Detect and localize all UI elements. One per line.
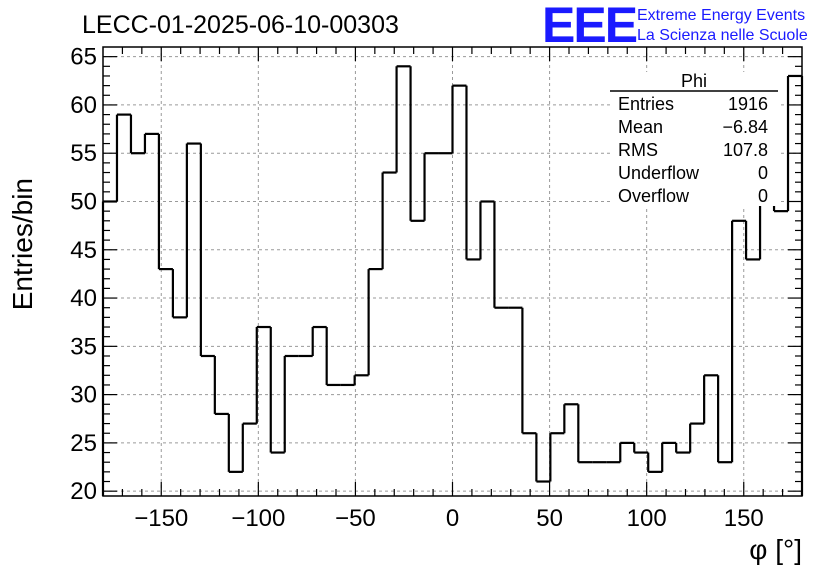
histogram-bin bbox=[213, 355, 229, 416]
y-tick-label: 60 bbox=[70, 92, 97, 119]
histogram-bin bbox=[619, 441, 635, 463]
y-tick-label: 50 bbox=[70, 188, 97, 215]
histogram-bin bbox=[549, 432, 565, 482]
stats-row-label: Mean bbox=[618, 117, 663, 137]
chart-title: LECC-01-2025-06-10-00303 bbox=[82, 11, 399, 39]
histogram-bin bbox=[171, 269, 187, 319]
histogram-bin bbox=[325, 327, 341, 387]
histogram-bin bbox=[717, 375, 733, 464]
histogram-bin bbox=[199, 143, 215, 358]
histogram-bin bbox=[465, 85, 481, 261]
histogram-bin bbox=[647, 452, 663, 473]
x-tick-label: −100 bbox=[231, 505, 285, 532]
histogram-bin bbox=[241, 422, 257, 472]
histogram-bin bbox=[535, 433, 551, 483]
histogram-bin bbox=[633, 442, 649, 454]
eee-tagline-1: Extreme Energy Events bbox=[637, 7, 805, 24]
histogram-bin bbox=[143, 132, 159, 154]
y-tick-label: 40 bbox=[70, 285, 97, 312]
histogram-bin bbox=[129, 114, 145, 155]
histogram-bin bbox=[563, 403, 579, 434]
histogram-bin bbox=[423, 152, 439, 221]
stats-row-value: 107.8 bbox=[723, 140, 768, 160]
stats-row-value: −6.84 bbox=[722, 117, 768, 137]
histogram-bin bbox=[227, 413, 243, 473]
histogram-bin bbox=[675, 442, 691, 454]
histogram-bin bbox=[185, 142, 201, 318]
histogram-bin bbox=[493, 201, 509, 309]
x-tick-label: −50 bbox=[335, 505, 376, 532]
y-tick-labels: 20 25 30 35 40 45 50 55 60 65 bbox=[70, 44, 97, 506]
histogram-bin bbox=[353, 374, 369, 385]
histogram-bin bbox=[367, 267, 383, 376]
axis-ticks bbox=[103, 47, 802, 496]
y-tick-label: 65 bbox=[70, 44, 97, 71]
x-tick-label: 50 bbox=[536, 505, 563, 532]
y-tick-label: 30 bbox=[70, 382, 97, 409]
x-axis-label: φ [°] bbox=[749, 534, 802, 565]
histogram-bin bbox=[381, 171, 397, 270]
y-tick-label: 55 bbox=[70, 140, 97, 167]
plot-frame bbox=[102, 46, 803, 497]
y-tick-label: 35 bbox=[70, 333, 97, 360]
eee-logo: EEE bbox=[542, 0, 637, 53]
histogram-bin bbox=[395, 65, 411, 173]
stats-box-title: Phi bbox=[681, 71, 707, 91]
eee-tagline-2: La Scienza nelle Scuole bbox=[637, 27, 808, 44]
histogram-bin bbox=[451, 84, 467, 154]
histogram-bin bbox=[101, 200, 117, 496]
histogram-bin bbox=[521, 307, 537, 435]
histogram-bin bbox=[661, 441, 677, 472]
y-tick-label: 45 bbox=[70, 237, 97, 264]
x-tick-label: 0 bbox=[446, 505, 459, 532]
histogram-bin bbox=[157, 133, 173, 271]
histogram-bin bbox=[689, 422, 705, 453]
x-tick-label: 150 bbox=[724, 505, 764, 532]
histogram-bin bbox=[479, 200, 495, 260]
histogram-bin bbox=[409, 66, 425, 222]
histogram-bin bbox=[311, 325, 327, 356]
histogram-bin bbox=[703, 374, 719, 424]
stats-box: Phi Entries 1916 Mean −6.84 RMS 107.8 Underflo… bbox=[610, 71, 778, 206]
y-tick-label: 25 bbox=[70, 430, 97, 457]
histogram-bin bbox=[115, 113, 131, 202]
stats-row-value: 0 bbox=[758, 186, 768, 206]
stats-row-label: Underflow bbox=[618, 163, 700, 183]
y-axis-label: Entries/bin bbox=[7, 178, 38, 310]
stats-row-label: Overflow bbox=[618, 186, 690, 206]
x-tick-label: −150 bbox=[134, 505, 188, 532]
histogram-bin bbox=[255, 325, 271, 424]
histogram-bin bbox=[577, 404, 593, 464]
stats-row-value: 1916 bbox=[728, 94, 768, 114]
stats-row-value: 0 bbox=[758, 163, 768, 183]
histogram-bin bbox=[269, 327, 285, 454]
x-tick-labels: −150 −100 −50 0 50 100 150 bbox=[134, 505, 764, 532]
stats-box-background bbox=[610, 72, 778, 206]
stats-row-label: Entries bbox=[618, 94, 674, 114]
stats-row-label: RMS bbox=[618, 140, 658, 160]
histogram-bin bbox=[730, 219, 747, 463]
x-tick-label: 100 bbox=[627, 505, 667, 532]
histogram-bin bbox=[283, 354, 299, 453]
y-tick-label: 20 bbox=[70, 478, 97, 505]
histogram-bin bbox=[744, 220, 761, 261]
